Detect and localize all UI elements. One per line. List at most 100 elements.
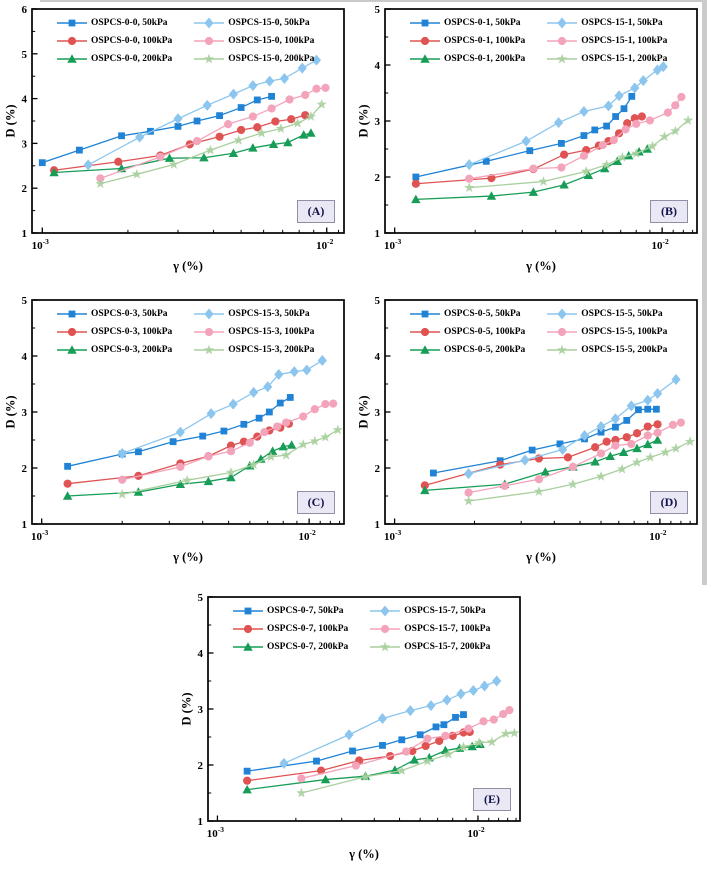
legend-marker-star-icon <box>194 344 225 355</box>
chart-b: 1 2 3 4 5 10-3 10-2 <box>375 4 698 252</box>
x-axis-label: γ (%) <box>173 550 203 564</box>
legend-marker-triangle-icon <box>410 54 440 63</box>
y-tick-label: 1 <box>375 519 381 531</box>
legend-marker-triangle-icon <box>410 345 440 354</box>
legend-label: OSPCS-15-7, 100kPa <box>404 624 491 634</box>
legend-item: OSPCS-0-1, 100kPa <box>410 32 525 50</box>
axes: 1 2 3 4 5 6 10-3 10-2 <box>22 4 340 252</box>
series-diamond <box>83 54 322 171</box>
legend-label: OSPCS-0-0, 50kPa <box>91 18 168 28</box>
x-tick-label: 10-3 <box>384 237 401 252</box>
legend-label: OSPCS-15-0, 100kPa <box>228 36 315 46</box>
legend-marker-square-icon <box>410 19 440 27</box>
y-tick-label: 2 <box>22 183 28 195</box>
legend-item: OSPCS-0-5, 200kPa <box>410 341 525 359</box>
x-tick-label: 10-3 <box>207 825 224 840</box>
y-tick-label: 4 <box>22 94 28 106</box>
x-tick-label: 10-2 <box>467 825 484 840</box>
legend-item: OSPCS-15-7, 50kPa <box>370 602 490 620</box>
panel-label-a: (A) <box>297 200 335 223</box>
y-tick-label: 1 <box>375 228 381 240</box>
y-tick-label: 3 <box>198 704 204 716</box>
legend-label: OSPCS-15-1, 50kPa <box>581 18 663 28</box>
legend-label: OSPCS-0-1, 50kPa <box>444 18 521 28</box>
legend-marker-square-icon <box>57 310 87 318</box>
series-triangle <box>49 128 316 177</box>
legend-marker-circle-icon <box>547 36 578 46</box>
legend-item: OSPCS-15-5, 100kPa <box>547 323 667 341</box>
y-tick-label: 4 <box>375 60 381 72</box>
y-tick-label: 2 <box>375 463 381 475</box>
y-tick-label: 3 <box>22 407 28 419</box>
plot-box <box>384 8 698 234</box>
chart-c: 1 2 3 4 5 10-3 10-2 <box>22 295 345 543</box>
legend-marker-circle-icon <box>547 327 578 337</box>
legend-label: OSPCS-0-3, 200kPa <box>91 345 173 355</box>
legend-item: OSPCS-0-5, 100kPa <box>410 323 525 341</box>
series-diamond <box>117 354 327 459</box>
legend-marker-circle-icon <box>410 327 440 337</box>
legend-item: OSPCS-15-7, 200kPa <box>370 638 490 656</box>
legend-marker-diamond-icon <box>547 17 578 29</box>
series-circle <box>118 399 338 484</box>
y-tick-label: 5 <box>198 592 204 604</box>
legend-marker-circle-icon <box>57 36 87 46</box>
panel-label-e: (E) <box>473 788 511 811</box>
legend-item: OSPCS-15-3, 200kPa <box>194 341 314 359</box>
legend-marker-triangle-icon <box>57 54 87 63</box>
legend-label: OSPCS-15-5, 50kPa <box>581 309 663 319</box>
x-axis-label: γ (%) <box>173 259 203 273</box>
legend-label: OSPCS-15-1, 100kPa <box>581 36 668 46</box>
series-star <box>296 727 520 798</box>
legend-item: OSPCS-0-3, 100kPa <box>57 323 172 341</box>
legend-marker-diamond-icon <box>194 17 225 29</box>
legend-label: OSPCS-0-7, 100kPa <box>267 624 349 634</box>
legend-label: OSPCS-15-7, 200kPa <box>404 642 491 652</box>
y-tick-label: 6 <box>22 4 28 16</box>
legend-marker-circle-icon <box>57 327 87 337</box>
legend-item: OSPCS-15-0, 50kPa <box>194 14 314 32</box>
plot-box <box>384 299 698 525</box>
y-tick-label: 1 <box>198 816 204 828</box>
legend-b: OSPCS-0-1, 50kPa OSPCS-0-1, 100kPa OSPCS… <box>410 14 667 68</box>
series-square <box>243 711 467 775</box>
chart-d: 1 2 3 4 5 10-3 10-2 <box>375 295 698 543</box>
legend-item: OSPCS-15-1, 200kPa <box>547 50 667 68</box>
legend-label: OSPCS-0-3, 100kPa <box>91 327 173 337</box>
legend-marker-circle-icon <box>194 36 225 46</box>
series-star <box>95 99 327 189</box>
series-circle <box>464 418 685 497</box>
legend-item: OSPCS-0-3, 50kPa <box>57 305 172 323</box>
legend-item: OSPCS-0-7, 50kPa <box>233 602 348 620</box>
y-tick-label: 3 <box>375 407 381 419</box>
page-edge-right <box>702 0 707 585</box>
legend-marker-square-icon <box>233 607 263 615</box>
legend-label: OSPCS-15-5, 200kPa <box>581 345 668 355</box>
panel-label-b: (B) <box>650 200 688 223</box>
panel-label-d: (D) <box>650 491 688 514</box>
y-axis-label: D (%) <box>356 104 371 138</box>
x-axis-label: γ (%) <box>349 847 379 861</box>
y-tick-label: 1 <box>22 228 28 240</box>
chart-e: 1 2 3 4 5 10-3 10-2 <box>198 592 521 840</box>
x-axis-label: γ (%) <box>526 259 556 273</box>
legend-e: OSPCS-0-7, 50kPa OSPCS-0-7, 100kPa OSPCS… <box>233 602 490 656</box>
plot-box <box>31 8 345 234</box>
x-tick-label: 10-2 <box>652 237 669 252</box>
legend-item: OSPCS-0-5, 50kPa <box>410 305 525 323</box>
page-edge-top <box>40 0 707 2</box>
legend-item: OSPCS-15-7, 100kPa <box>370 620 490 638</box>
legend-marker-circle-icon <box>194 327 225 337</box>
y-tick-label: 3 <box>375 116 381 128</box>
legend-label: OSPCS-0-5, 100kPa <box>444 327 526 337</box>
legend-marker-square-icon <box>57 19 87 27</box>
legend-label: OSPCS-15-3, 50kPa <box>228 309 310 319</box>
legend-label: OSPCS-15-0, 200kPa <box>228 54 315 64</box>
legend-item: OSPCS-0-3, 200kPa <box>57 341 172 359</box>
series-circle <box>465 92 686 183</box>
series-square <box>412 92 636 181</box>
y-tick-label: 4 <box>22 351 28 363</box>
legend-label: OSPCS-0-7, 50kPa <box>267 606 344 616</box>
x-tick-label: 10-3 <box>31 528 48 543</box>
